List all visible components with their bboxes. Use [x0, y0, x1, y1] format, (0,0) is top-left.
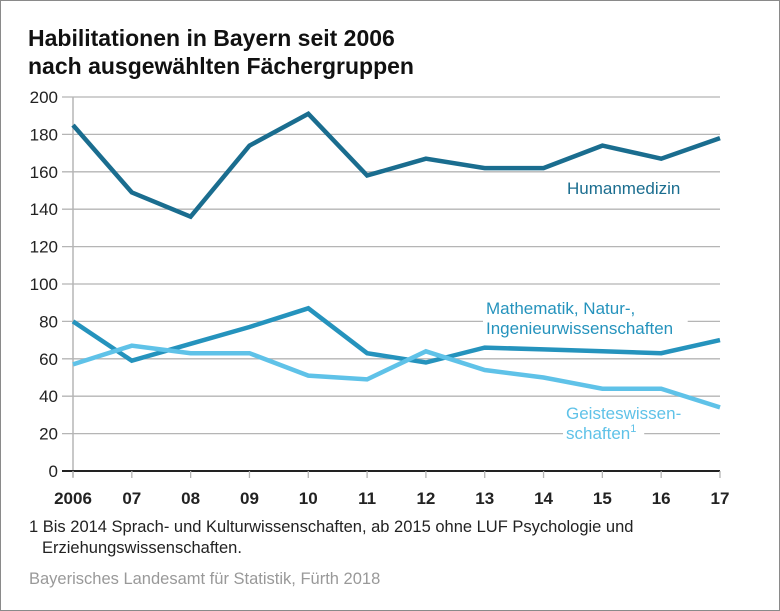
- footnote-marker: 1: [630, 423, 636, 435]
- y-tick-label: 160: [30, 163, 58, 182]
- x-tick-label: 13: [475, 489, 494, 508]
- series-label-bg: [563, 423, 645, 443]
- y-tick-label: 0: [49, 462, 58, 481]
- x-tick-label: 08: [181, 489, 200, 508]
- series-label-1: Ingenieurwissenschaften: [486, 319, 673, 338]
- footnote: 1 Bis 2014 Sprach- und Kulturwissenschaf…: [29, 517, 633, 559]
- chart-title: Habilitationen in Bayern seit 2006 nach …: [28, 24, 414, 80]
- series-label-2: Geisteswissen-: [566, 404, 681, 423]
- series-line-2: [72, 343, 721, 410]
- y-tick-label: 120: [30, 238, 58, 257]
- series-label-bg: [483, 318, 688, 338]
- y-tick-label: 20: [39, 425, 58, 444]
- x-tick-label: 15: [593, 489, 612, 508]
- x-tick-label: 17: [711, 489, 730, 508]
- y-tick-label: 180: [30, 125, 58, 144]
- x-tick-label: 12: [416, 489, 435, 508]
- x-tick-label: 14: [534, 489, 553, 508]
- title-line-1: Habilitationen in Bayern seit 2006: [28, 25, 395, 51]
- series-label-2: schaften1: [566, 423, 636, 443]
- series-label-0: Humanmedizin: [567, 179, 680, 198]
- y-tick-label: 80: [39, 312, 58, 331]
- y-tick-label: 200: [30, 88, 58, 107]
- x-tick-label: 2006: [54, 489, 92, 508]
- series-label-1: Mathematik, Natur-,: [486, 299, 635, 318]
- x-tick-label: 07: [122, 489, 141, 508]
- y-tick-label: 140: [30, 200, 58, 219]
- y-tick-label: 40: [39, 387, 58, 406]
- series-label-bg: [483, 298, 653, 318]
- x-tick-label: 11: [358, 489, 376, 508]
- series-line-1: [71, 305, 721, 365]
- source-note: Bayerisches Landesamt für Statistik, Für…: [29, 570, 381, 588]
- footnote-line-2: Erziehungswissenschaften.: [42, 539, 242, 557]
- x-tick-label: 09: [240, 489, 259, 508]
- footnote-line-1: 1 Bis 2014 Sprach- und Kulturwissenschaf…: [29, 518, 634, 536]
- title-line-2: nach ausgewählten Fächergruppen: [28, 53, 414, 79]
- series-line-0: [71, 111, 721, 220]
- x-tick-label: 10: [299, 489, 318, 508]
- x-tick-label: 16: [652, 489, 671, 508]
- y-tick-label: 60: [39, 350, 58, 369]
- y-tick-label: 100: [30, 275, 58, 294]
- series-label-bg: [563, 403, 688, 423]
